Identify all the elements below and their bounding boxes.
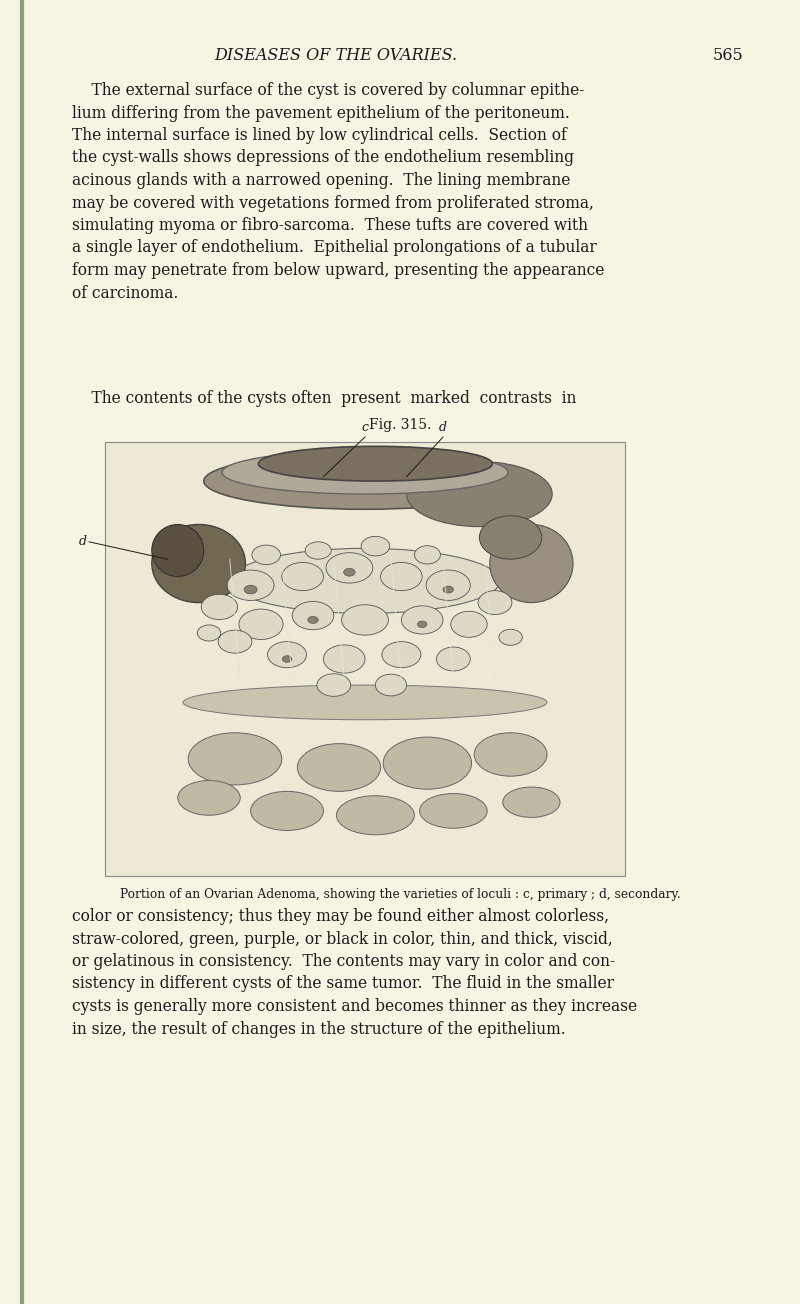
Text: DISEASES OF THE OVARIES.: DISEASES OF THE OVARIES. <box>214 47 458 64</box>
Text: acinous glands with a narrowed opening.  The lining membrane: acinous glands with a narrowed opening. … <box>72 172 570 189</box>
Ellipse shape <box>420 794 487 828</box>
Ellipse shape <box>381 562 422 591</box>
Ellipse shape <box>298 743 381 792</box>
Text: Fig. 315.: Fig. 315. <box>369 419 431 432</box>
Ellipse shape <box>344 569 355 576</box>
Ellipse shape <box>406 462 552 527</box>
Ellipse shape <box>499 630 522 645</box>
Text: form may penetrate from below upward, presenting the appearance: form may penetrate from below upward, pr… <box>72 262 604 279</box>
Ellipse shape <box>375 674 406 696</box>
Ellipse shape <box>308 617 318 623</box>
Text: d: d <box>439 421 447 434</box>
Ellipse shape <box>418 621 427 627</box>
Text: c: c <box>362 421 369 434</box>
Ellipse shape <box>490 524 573 602</box>
Text: a single layer of endothelium.  Epithelial prolongations of a tubular: a single layer of endothelium. Epithelia… <box>72 240 597 257</box>
Ellipse shape <box>202 595 238 619</box>
Bar <box>105 442 625 876</box>
Ellipse shape <box>267 642 306 668</box>
Ellipse shape <box>474 733 547 776</box>
Ellipse shape <box>198 625 221 642</box>
Ellipse shape <box>183 685 547 720</box>
Ellipse shape <box>152 524 204 576</box>
Ellipse shape <box>383 737 472 789</box>
Ellipse shape <box>230 548 500 613</box>
Text: Portion of an Ovarian Adenoma, showing the varieties of loculi : c, primary ; d,: Portion of an Ovarian Adenoma, showing t… <box>120 888 680 901</box>
Ellipse shape <box>258 446 493 481</box>
Ellipse shape <box>426 570 470 600</box>
Text: or gelatinous in consistency.  The contents may vary in color and con-: or gelatinous in consistency. The conten… <box>72 953 615 970</box>
Text: straw-colored, green, purple, or black in color, thin, and thick, viscid,: straw-colored, green, purple, or black i… <box>72 931 613 948</box>
Text: d: d <box>79 536 87 548</box>
Text: The internal surface is lined by low cylindrical cells.  Section of: The internal surface is lined by low cyl… <box>72 126 566 143</box>
Text: the cyst-walls shows depressions of the endothelium resembling: the cyst-walls shows depressions of the … <box>72 150 574 167</box>
Ellipse shape <box>204 452 526 510</box>
Ellipse shape <box>443 585 454 593</box>
Text: 565: 565 <box>713 47 743 64</box>
Ellipse shape <box>502 788 560 818</box>
Ellipse shape <box>317 674 350 696</box>
Ellipse shape <box>402 606 443 634</box>
Ellipse shape <box>252 545 281 565</box>
Ellipse shape <box>250 792 323 831</box>
Ellipse shape <box>292 601 334 630</box>
Text: cysts is generally more consistent and becomes thinner as they increase: cysts is generally more consistent and b… <box>72 998 637 1015</box>
Ellipse shape <box>282 562 323 591</box>
Ellipse shape <box>188 733 282 785</box>
Ellipse shape <box>323 645 365 673</box>
Ellipse shape <box>178 781 240 815</box>
Text: may be covered with vegetations formed from proliferated stroma,: may be covered with vegetations formed f… <box>72 194 594 211</box>
Ellipse shape <box>326 553 373 583</box>
Ellipse shape <box>451 612 487 638</box>
Text: The external surface of the cyst is covered by columnar epithe-: The external surface of the cyst is cove… <box>72 82 584 99</box>
Ellipse shape <box>478 591 512 614</box>
Ellipse shape <box>218 630 252 653</box>
Ellipse shape <box>414 546 440 563</box>
Ellipse shape <box>244 585 257 593</box>
Text: lium differing from the pavement epithelium of the peritoneum.: lium differing from the pavement epithel… <box>72 104 570 121</box>
Text: The contents of the cysts often  present  marked  contrasts  in: The contents of the cysts often present … <box>72 390 576 407</box>
Text: color or consistency; thus they may be found either almost colorless,: color or consistency; thus they may be f… <box>72 908 609 925</box>
Text: sistency in different cysts of the same tumor.  The fluid in the smaller: sistency in different cysts of the same … <box>72 975 614 992</box>
Ellipse shape <box>239 609 283 639</box>
Ellipse shape <box>282 656 292 662</box>
Ellipse shape <box>437 647 470 672</box>
Ellipse shape <box>152 524 246 602</box>
Ellipse shape <box>342 605 389 635</box>
Ellipse shape <box>382 642 421 668</box>
Ellipse shape <box>227 570 274 600</box>
Ellipse shape <box>306 542 331 559</box>
Ellipse shape <box>479 516 542 559</box>
Text: of carcinoma.: of carcinoma. <box>72 284 178 301</box>
Text: simulating myoma or fibro-sarcoma.  These tufts are covered with: simulating myoma or fibro-sarcoma. These… <box>72 216 588 233</box>
Ellipse shape <box>361 536 390 556</box>
Ellipse shape <box>222 451 508 494</box>
Text: in size, the result of changes in the structure of the epithelium.: in size, the result of changes in the st… <box>72 1021 566 1038</box>
Ellipse shape <box>337 795 414 835</box>
